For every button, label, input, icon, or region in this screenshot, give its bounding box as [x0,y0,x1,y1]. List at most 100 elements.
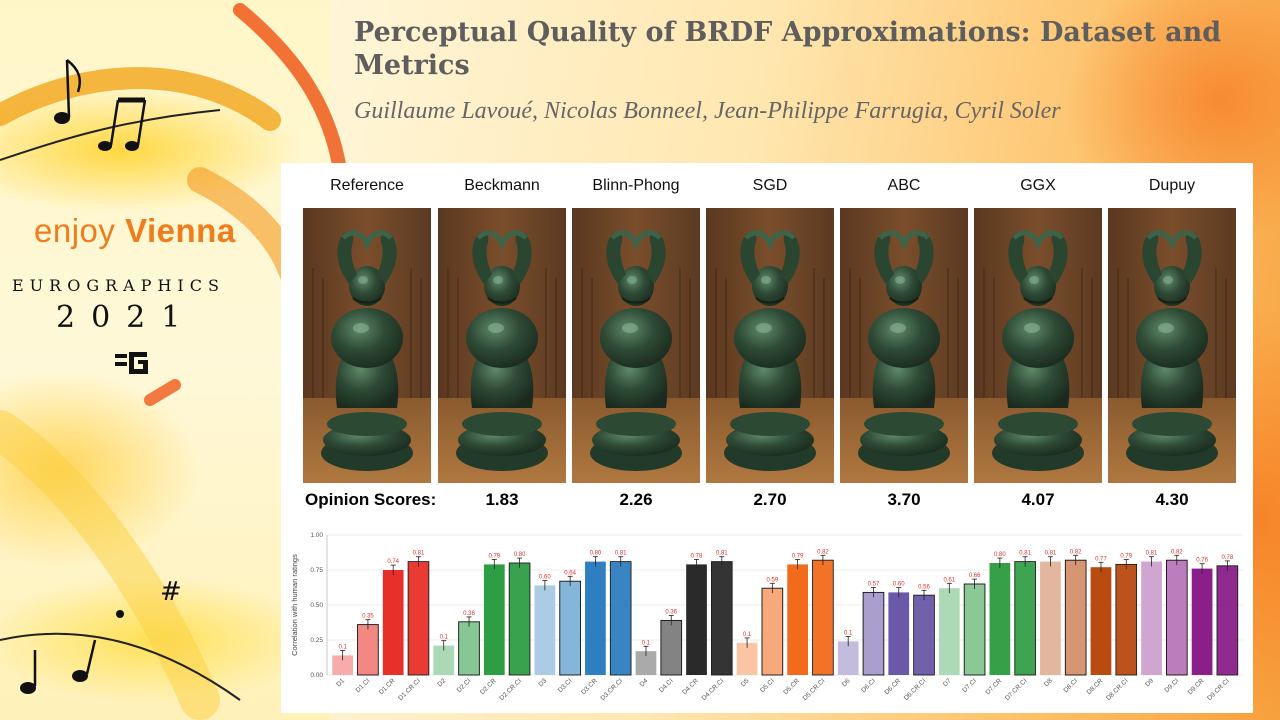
x-tick-label: D7.CI [961,677,978,694]
eurographics-wordmark: EUROGRAPHICS [12,276,225,295]
bar-value-label: 0.81 [1045,551,1057,557]
bar [1040,561,1061,675]
x-tick-label: D2.CI [456,677,473,694]
enjoy-text: enjoy [34,212,126,249]
method-label-blinn-phong: Blinn-Phong [592,177,680,194]
method-label-beckmann: Beckmann [464,177,540,194]
bar [534,585,556,675]
bar-value-label: 0.56 [918,584,930,590]
bar-value-label: 0.60 [539,575,551,581]
x-tick-label: D9.CR [1187,677,1206,696]
x-tick-label: D8.CR [1086,677,1105,696]
bar [1014,561,1036,676]
render-image-beckmann [438,208,566,483]
x-tick-label: D3.CI [557,677,574,694]
bar-value-label: 0.81 [615,551,627,557]
method-label-sgd: SGD [752,177,788,194]
bar [837,641,859,675]
score-beckmann: 1.83 [485,490,519,509]
bar [1165,559,1188,676]
x-tick-label: D8.CI [1062,677,1079,694]
method-label-ggx: GGX [1020,177,1056,194]
x-tick-label: D5 [740,677,751,688]
x-tick-label: D8.CR.CI [1105,677,1130,702]
score-sgd: 2.70 [753,490,787,509]
x-tick-label: D8 [1043,677,1054,688]
bar-value-label: 0.60 [893,582,905,588]
paper-authors: Guillaume Lavoué, Nicolas Bonneel, Jean-… [354,98,1061,124]
bar [787,564,809,675]
bar [332,655,354,675]
x-tick-label: D3.CR [580,677,599,696]
x-tick-label: D4 [639,677,650,688]
bar-value-label: 0.36 [463,611,475,617]
bar-value-label: 0.79 [488,554,500,560]
bar-value-label: 0.81 [1019,551,1031,557]
render-image-abc [840,208,968,483]
bar [938,588,960,675]
bar-value-label: 0.1 [642,640,651,646]
y-tick-label: 0.50 [310,602,323,609]
x-tick-label: D6.CR.CI [903,677,928,702]
bar-value-label: 0.1 [844,631,853,637]
bar [508,562,531,676]
method-label-dupuy: Dupuy [1148,177,1196,194]
bar [1115,563,1138,676]
x-tick-label: D1.CR [378,677,397,696]
y-axis-label: Correlation with human ratings [290,554,299,656]
bar-value-label: 0.79 [1120,554,1132,560]
bar-value-label: 0.59 [767,577,779,583]
method-label-abc: ABC [887,177,921,194]
bar-value-label: 0.78 [1222,555,1234,561]
bar-value-label: 0.61 [943,577,955,583]
bar [1064,559,1087,676]
music-notes-icon: # [20,59,182,694]
chart-svg: 0.00 0.25 0.50 0.75 1.00 Correlation with hum… [290,532,1243,702]
opinion-scores-label: Opinion Scores: [305,490,437,509]
bar-value-label: 0.80 [514,552,526,558]
figure-panel: Reference Beckmann Blinn-Phong SGD ABC G… [281,163,1253,713]
x-tick-label: D9.CR.CI [1206,677,1231,702]
bar [609,561,632,676]
x-tick-label: D6 [841,677,852,688]
bar [963,583,986,676]
x-tick-label: D4.CI [658,677,675,694]
x-tick-label: D6.CI [860,677,877,694]
x-tick-label: D9.CI [1164,677,1181,694]
bar [660,619,683,676]
bar [1090,567,1112,675]
eurographics-logo-icon [115,352,148,374]
render-image-reference [303,208,431,483]
bar [862,591,885,676]
paper-title: Perceptual Quality of BRDF Approximation… [354,17,1222,81]
x-tick-label: D6.CR [883,677,902,696]
bar [1191,568,1213,675]
bar-value-label: 0.78 [691,554,703,560]
bar [407,561,430,676]
x-tick-label: D2 [436,677,447,688]
bar-value-label: 0.79 [792,554,804,560]
bar-value-label: 0.77 [1095,556,1107,562]
x-tick-label: D3.CR.CI [599,677,624,702]
x-tick-label: D5.CI [759,677,776,694]
x-tick-label: D3 [537,677,548,688]
render-image-sgd [706,208,834,483]
y-tick-label: 0.00 [310,672,323,679]
bar [812,559,834,676]
bar-value-label: 0.74 [387,559,399,565]
x-tick-label: D4.CR.CI [701,677,726,702]
bar-value-label: 0.82 [817,549,829,555]
bar [710,561,733,676]
bar [433,645,455,675]
render-image-blinn-phong [572,208,700,483]
bar-value-label: 0.57 [868,582,880,588]
x-tick-label: D4.CR [681,677,700,696]
bar-value-label: 0.1 [743,632,752,638]
method-label-reference: Reference [330,177,404,194]
x-tick-label: D2.CR [479,677,498,696]
bar [913,594,935,676]
bar [686,564,707,675]
bar [989,563,1011,675]
bar [483,564,505,675]
render-image-ggx [974,208,1102,483]
